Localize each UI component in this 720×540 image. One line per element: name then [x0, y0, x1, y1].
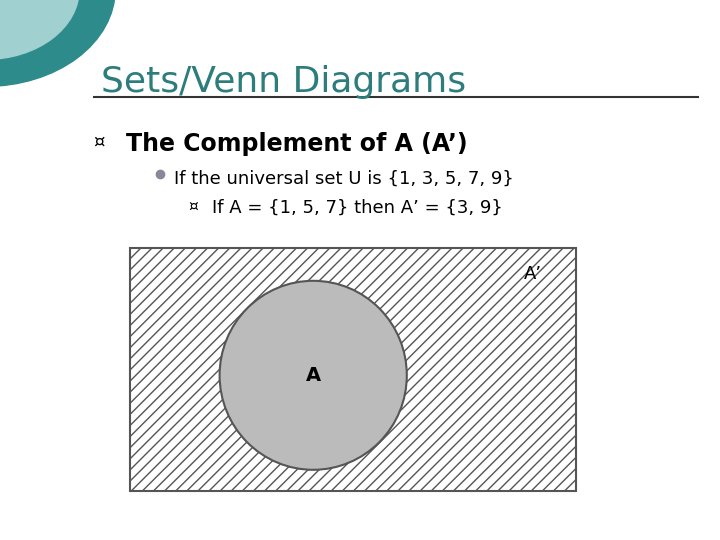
FancyBboxPatch shape — [130, 248, 576, 491]
Text: A’: A’ — [523, 265, 542, 282]
Ellipse shape — [220, 281, 407, 470]
Circle shape — [0, 0, 79, 59]
Text: If A = {1, 5, 7} then A’ = {3, 9}: If A = {1, 5, 7} then A’ = {3, 9} — [212, 199, 503, 217]
Text: Sets/Venn Diagrams: Sets/Venn Diagrams — [101, 65, 466, 99]
Text: The Complement of A (A’): The Complement of A (A’) — [126, 132, 467, 156]
Text: ¤: ¤ — [189, 199, 199, 214]
Text: ¤: ¤ — [94, 132, 105, 150]
Text: If the universal set U is {1, 3, 5, 7, 9}: If the universal set U is {1, 3, 5, 7, 9… — [174, 170, 514, 188]
Text: A: A — [305, 366, 321, 385]
Circle shape — [0, 0, 115, 86]
